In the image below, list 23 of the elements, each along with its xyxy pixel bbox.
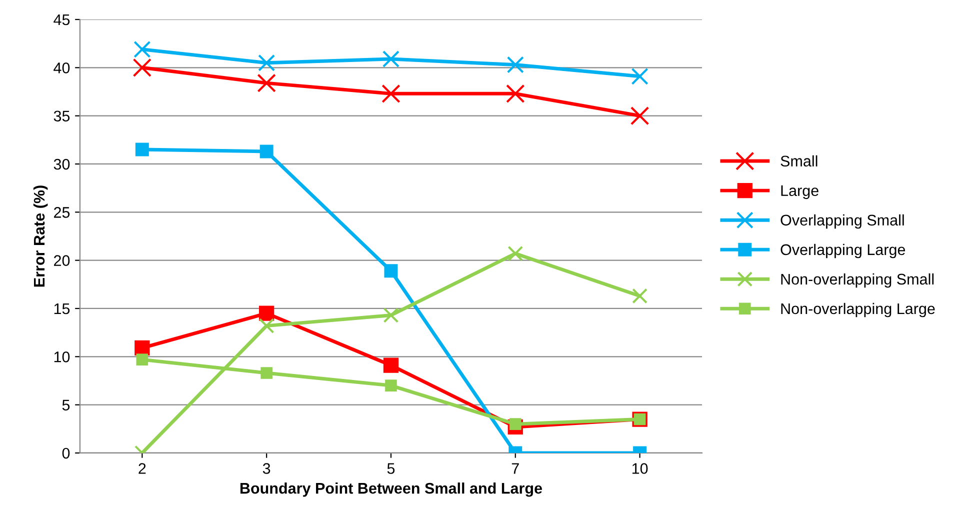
y-tick-label: 45 (54, 14, 70, 26)
y-tick-label: 0 (62, 448, 70, 459)
legend-label: Small (780, 155, 818, 167)
legend-label: Non-overlapping Small (781, 273, 934, 288)
x-tick-label: 2 (138, 463, 146, 474)
legend-label: Overlapping Small (780, 214, 904, 229)
x-tick-label: 3 (262, 463, 270, 474)
y-tick-label: 15 (54, 304, 70, 314)
y-tick-label: 30 (54, 158, 70, 170)
legend-label: Overlapping Large (780, 244, 906, 258)
y-axis-title: Error Rate (%) (33, 186, 48, 287)
x-tick-label: 7 (512, 463, 519, 474)
x-tick-label: 10 (632, 463, 648, 474)
legend-label: Large (781, 185, 818, 200)
y-tick-label: 10 (54, 352, 70, 362)
x-axis-title: Boundary Point Between Small and Large (240, 482, 542, 497)
x-tick-label: 5 (387, 463, 395, 474)
y-tick-label: 5 (62, 400, 70, 410)
y-tick-label: 25 (54, 207, 70, 218)
y-tick-label: 35 (54, 110, 70, 122)
legend-label: Non-overlapping Large (781, 302, 935, 318)
y-tick-label: 40 (54, 62, 70, 74)
y-tick-label: 20 (54, 255, 70, 266)
